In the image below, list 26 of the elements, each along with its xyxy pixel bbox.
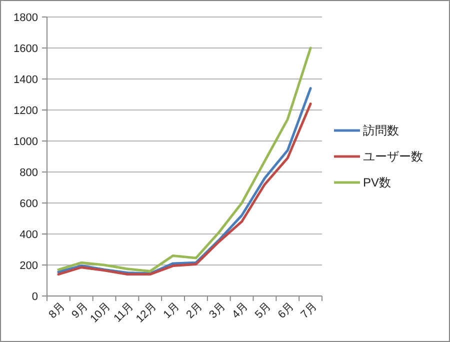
legend-label: PV数 <box>363 176 392 190</box>
legend-label: ユーザー数 <box>363 150 423 164</box>
x-tick-label: 4月 <box>230 300 251 321</box>
y-tick-label: 800 <box>20 166 38 179</box>
y-tick-label: 200 <box>20 260 38 272</box>
x-tick-label: 5月 <box>252 300 274 321</box>
y-tick-label: 1400 <box>14 74 38 86</box>
y-tick-label: 600 <box>20 198 38 210</box>
legend-label: 訪問数 <box>363 124 399 138</box>
y-tick-label: 400 <box>20 228 38 241</box>
x-tick-label: 2月 <box>184 300 205 321</box>
y-tick-label: 0 <box>32 290 38 303</box>
y-tick-label: 1600 <box>14 42 38 55</box>
x-tick-label: 1月 <box>161 300 182 321</box>
x-tick-label: 12月 <box>134 300 159 326</box>
x-tick-label: 10月 <box>88 300 114 326</box>
x-tick-label: 9月 <box>70 300 90 321</box>
line-series <box>57 46 312 272</box>
x-tick-label: 3月 <box>207 300 228 321</box>
x-tick-label: 11月 <box>112 300 136 325</box>
y-tick-label: 1800 <box>14 12 38 24</box>
y-tick-label: 1200 <box>14 104 38 117</box>
x-tick-label: 7月 <box>298 300 320 321</box>
x-tick-label: 6月 <box>276 300 296 321</box>
y-tick-label: 1000 <box>14 136 38 148</box>
x-tick-label: 8月 <box>46 300 68 321</box>
